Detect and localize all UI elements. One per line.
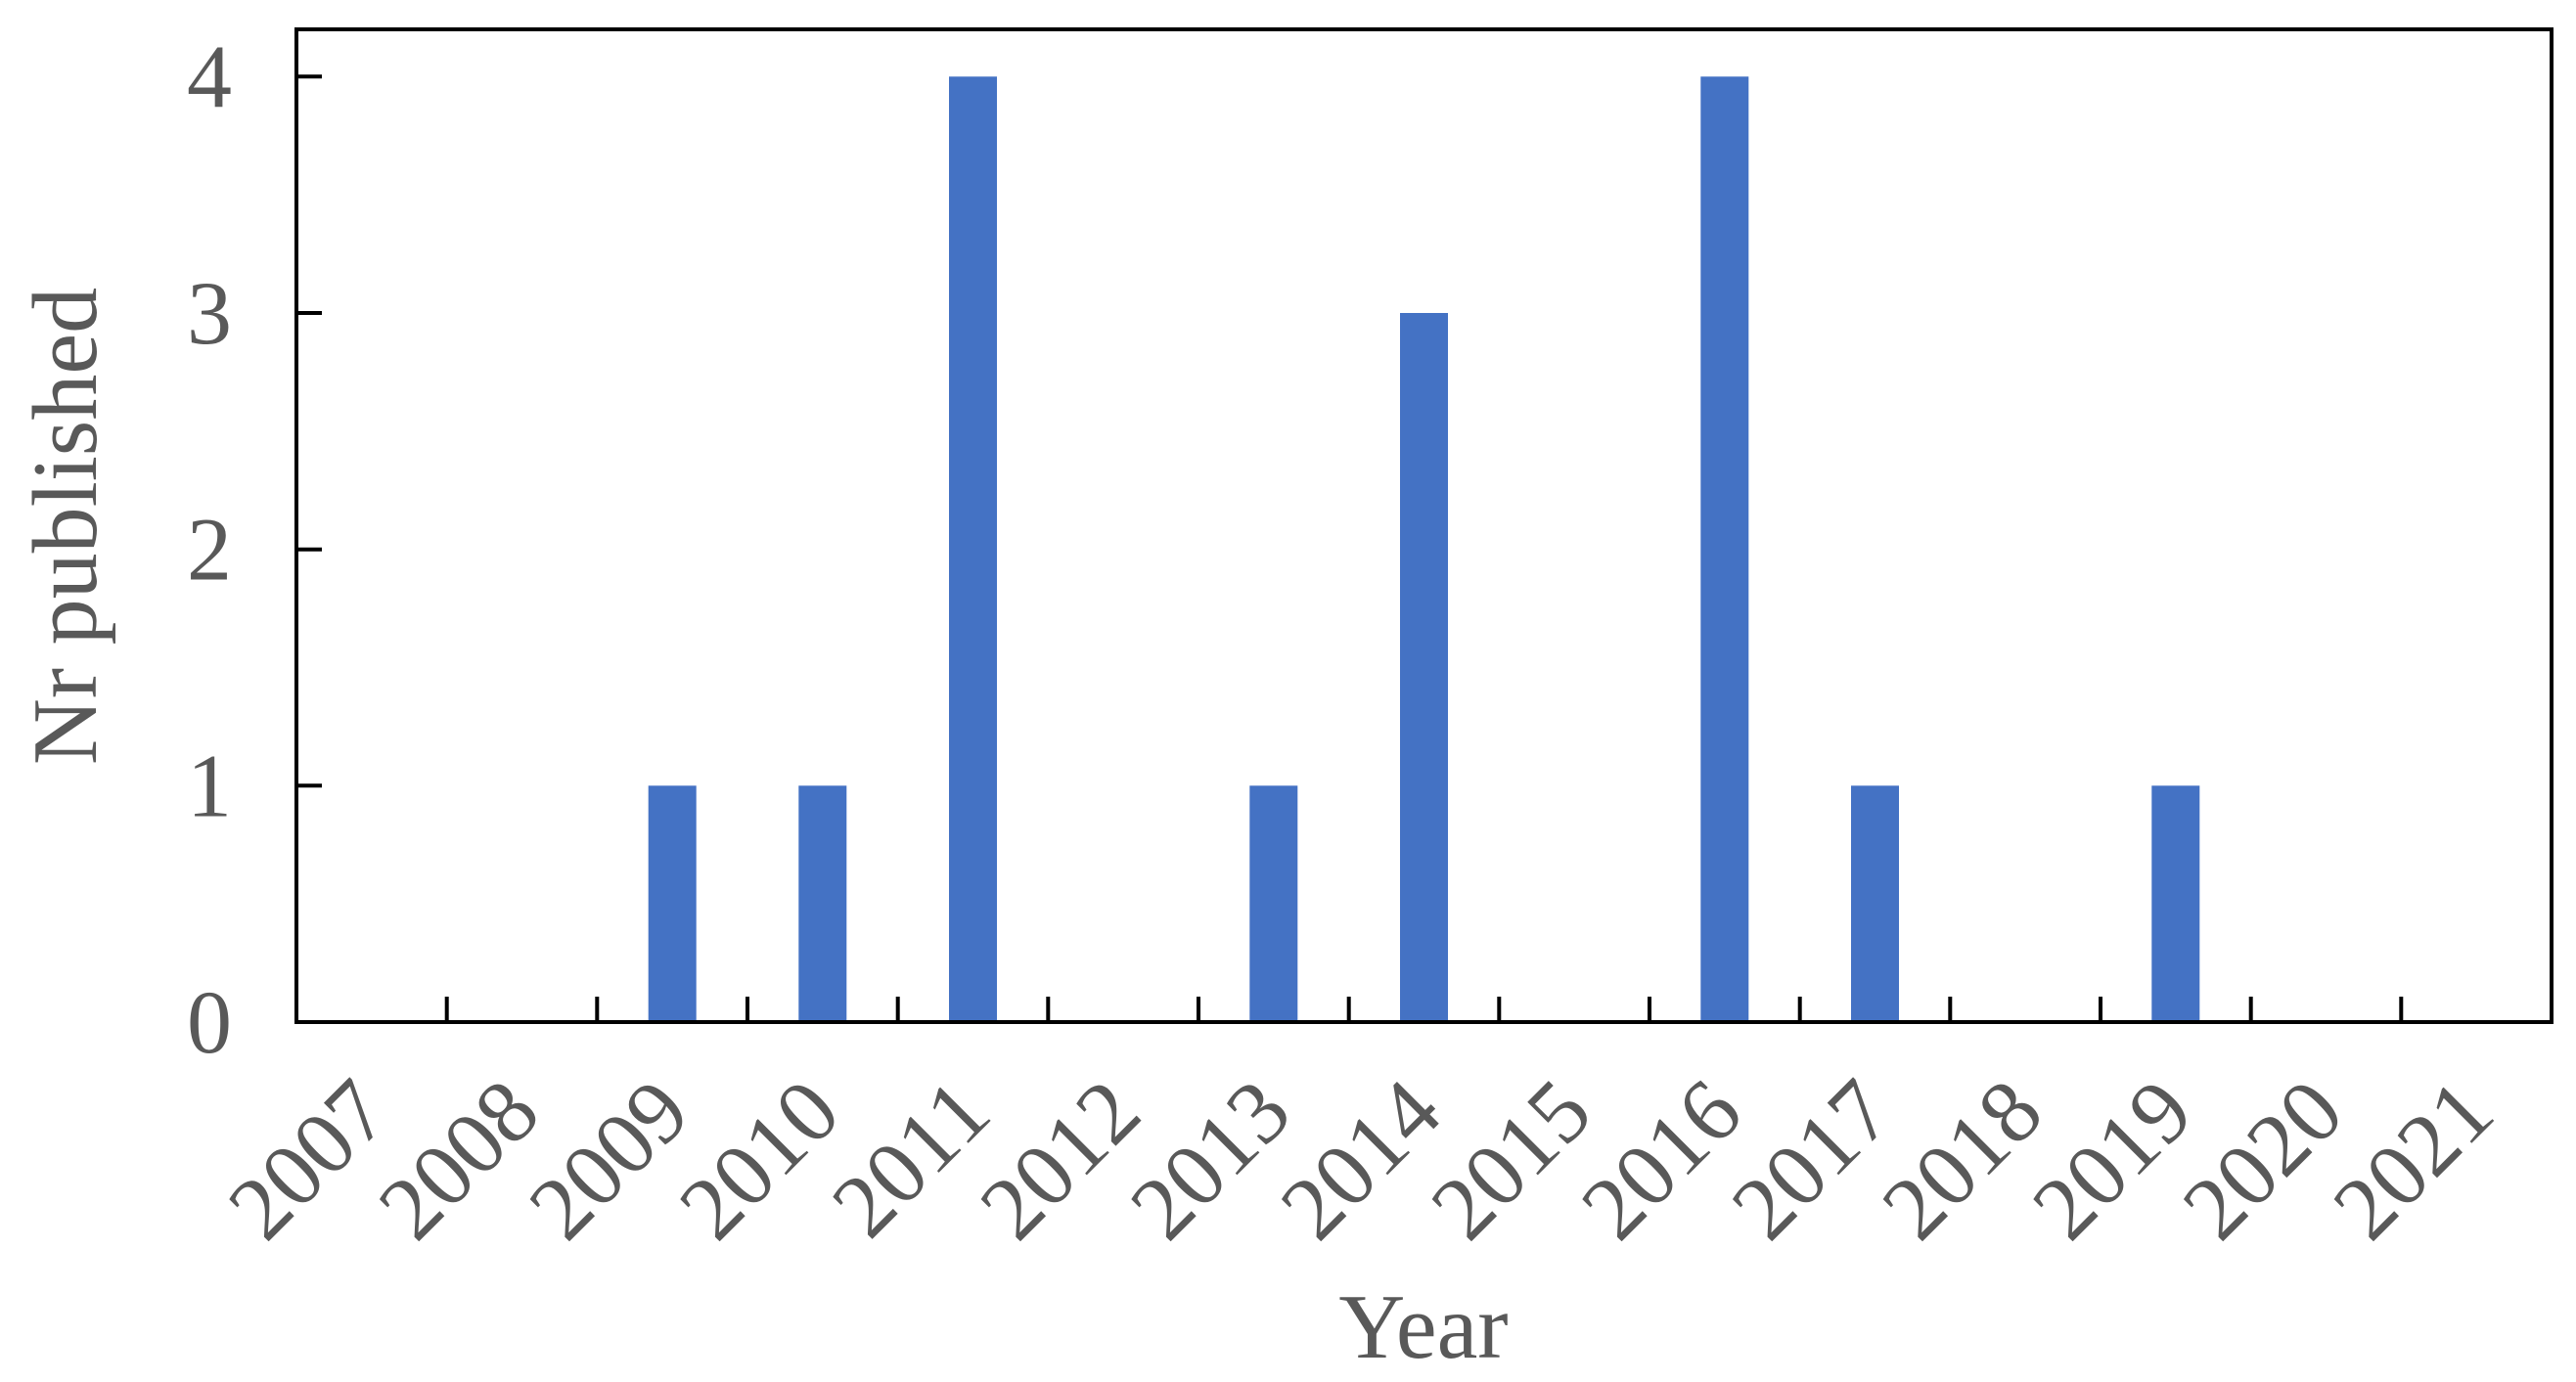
x-tick-label-2012: 2012: [961, 1060, 1158, 1258]
bar-2009: [648, 785, 697, 1022]
x-tick-label-2008: 2008: [359, 1060, 557, 1258]
x-tick-label-2015: 2015: [1412, 1060, 1609, 1258]
x-tick-label-2010: 2010: [660, 1060, 858, 1258]
y-axis-title: Nr published: [15, 288, 116, 765]
x-tick-label-2009: 2009: [510, 1060, 707, 1258]
bar-2011: [949, 76, 997, 1023]
x-tick-label-2020: 2020: [2163, 1060, 2361, 1258]
x-tick-label-2019: 2019: [2013, 1060, 2211, 1258]
bar-2010: [798, 785, 847, 1022]
bar-2016: [1700, 76, 1749, 1023]
x-tick-label-2016: 2016: [1562, 1060, 1760, 1258]
x-axis-title: Year: [1338, 1276, 1508, 1377]
bar-2019: [2151, 785, 2200, 1022]
x-tick-label-2021: 2021: [2314, 1060, 2511, 1258]
y-tick-label-3: 3: [187, 263, 232, 363]
bar-2013: [1249, 785, 1298, 1022]
plot-area-border: [294, 27, 2553, 1024]
bar-2017: [1851, 785, 1899, 1022]
y-tick-label-4: 4: [187, 26, 232, 126]
y-tick-label-2: 2: [187, 500, 232, 600]
y-axis-tick-labels: 0 1 2 3 4: [187, 26, 232, 1072]
x-tick-label-2014: 2014: [1261, 1060, 1459, 1258]
y-axis-ticks: [296, 74, 322, 788]
bars-group: [648, 76, 2200, 1023]
x-tick-label-2013: 2013: [1111, 1060, 1309, 1258]
bar-2014: [1400, 313, 1448, 1022]
x-tick-label-2011: 2011: [813, 1060, 1009, 1256]
x-tick-label-2007: 2007: [209, 1060, 407, 1258]
x-tick-label-2018: 2018: [1863, 1060, 2060, 1258]
x-axis-ticks: [444, 997, 2404, 1022]
x-tick-label-2017: 2017: [1712, 1060, 1910, 1258]
x-axis-tick-labels: 2007200820092010201120122013201420152016…: [209, 1060, 2512, 1258]
y-tick-label-0: 0: [187, 972, 232, 1072]
y-tick-label-1: 1: [187, 736, 232, 835]
